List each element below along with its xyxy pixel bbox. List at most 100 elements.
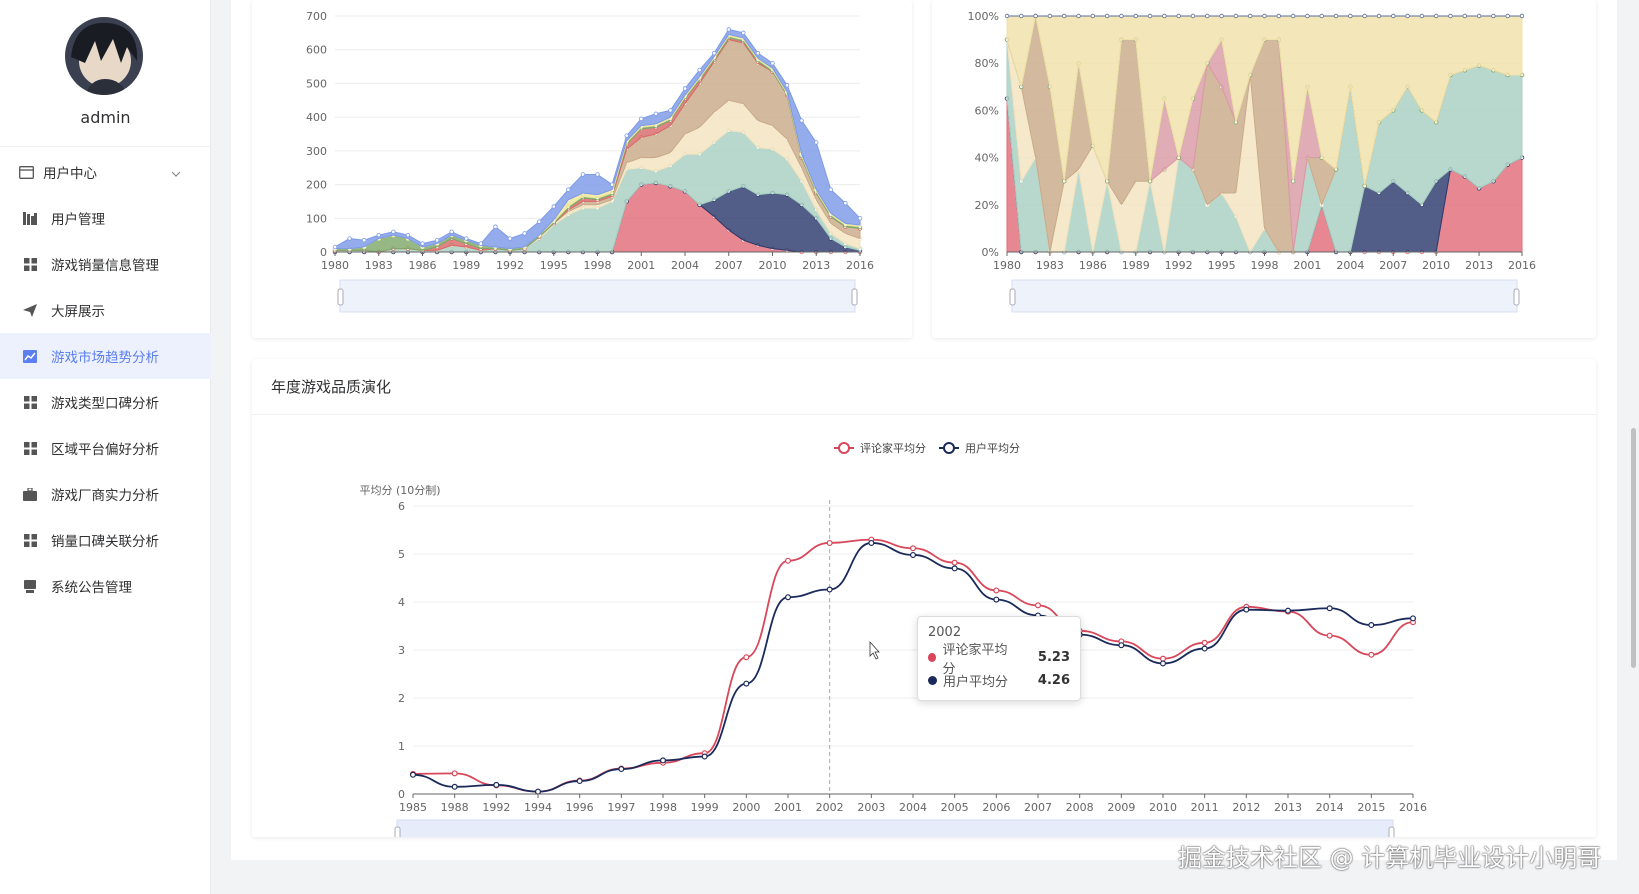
menu-big-screen[interactable]: 大屏展示 [0,287,211,333]
data-point [1047,13,1053,19]
data-point [434,237,440,243]
menu-genre-reputation[interactable]: 游戏类型口碑分析 [0,379,211,425]
x-tick-label: 2003 [857,801,885,814]
data-point [697,67,702,73]
data-point [449,229,454,234]
data-point [1247,13,1253,19]
menu-user-management[interactable]: 用户管理 [0,195,211,241]
menu-region-platform[interactable]: 区域平台偏好分析 [0,425,211,471]
menu-label: 区域平台偏好分析 [51,442,159,458]
data-point [566,187,571,192]
menu-sales-reputation[interactable]: 销量口碑关联分析 [0,517,211,563]
mouse-cursor-icon [869,640,880,660]
data-point [1233,13,1239,19]
x-tick-label: 2005 [941,801,969,814]
tooltip-value: 5.23 [1037,650,1070,665]
data-point [464,236,469,241]
y-tick-label: 80% [975,57,999,70]
x-tick-label: 1980 [993,259,1021,272]
x-tick-label: 1995 [1208,259,1236,272]
tooltip-series-name: 用户平均分 [943,675,1009,690]
sidebar-divider [0,146,211,147]
zoom-handle-left [337,288,344,306]
data-point [826,586,833,593]
data-point [1491,13,1496,19]
x-tick-label: 1986 [409,259,437,272]
x-tick-label: 2010 [1422,259,1450,272]
data-point [1076,13,1081,19]
data-point [1305,13,1310,19]
menu-publisher-strength[interactable]: 游戏厂商实力分析 [0,471,211,517]
grid-icon [22,394,38,410]
menu-sales-info[interactable]: 游戏销量信息管理 [0,241,211,287]
x-tick-label: 2006 [982,801,1010,814]
data-point [1262,13,1267,19]
x-tick-label: 1998 [584,259,612,272]
data-point [347,236,352,241]
data-point [1333,13,1339,19]
menu-label: 用户管理 [51,212,105,228]
data-point [784,82,790,88]
series-line [412,538,1414,793]
y-tick-label: 700 [306,10,327,23]
sales-area-chart[interactable]: 0 100 200 300 400 500 600 700 1980 1983 1986 1989 19… [252,0,912,338]
x-tick-label: 2013 [1465,259,1493,272]
data-point [726,27,731,32]
data-point [576,778,583,785]
data-point [1326,605,1333,612]
data-point [660,757,667,764]
page-scrollbar[interactable] [1631,428,1636,668]
card-title: 年度游戏品质演化 [252,359,1596,415]
data-point [376,232,381,238]
data-point [826,539,833,546]
data-point [624,133,629,138]
legend-marker [838,442,850,454]
data-point [743,654,750,661]
x-tick-label: 2007 [1024,801,1052,814]
x-tick-label: 1994 [524,801,552,814]
x-tick-label: 2007 [715,259,743,272]
data-point [595,172,600,177]
data-point [451,783,458,790]
data-point [1019,13,1024,19]
watermark: 掘金技术社区 @ 计算机毕业设计小明哥 [1178,844,1602,872]
data-point [1104,13,1110,19]
menu-announcements[interactable]: 系统公告管理 [0,563,211,609]
x-tick-label: 2011 [1191,801,1219,814]
x-tick-label: 1996 [566,801,594,814]
x-tick-label: 2002 [816,801,844,814]
data-point [741,30,746,36]
tooltip-value: 4.26 [1037,673,1070,688]
data-point [1368,651,1375,658]
data-point [784,557,791,564]
avatar[interactable] [65,17,143,95]
x-tick-label: 1992 [1165,259,1193,272]
y-tick-label: 2 [398,692,405,705]
data-point [1368,622,1375,629]
menu-market-trend[interactable]: 游戏市场趋势分析 [0,333,211,379]
data-point [1505,13,1510,19]
y-tick-label: 400 [306,111,327,124]
data-point [993,596,1000,603]
data-point [1118,642,1125,649]
chevron-down-icon[interactable] [171,165,181,181]
share-area-chart[interactable]: 0% 20% 40% 60% 80% 100% 1980 1983 1986 1989 1992 19… [932,0,1596,338]
x-tick-label: 2010 [1149,801,1177,814]
data-point [868,539,875,546]
data-point [618,766,625,773]
legend-marker [943,442,955,454]
data-point [1419,13,1425,19]
legend-dot [928,676,937,685]
send-icon [22,302,38,318]
x-tick-label: 2016 [846,259,874,272]
legend-dot [928,653,937,662]
data-point [1205,13,1210,19]
menu-user-center[interactable]: 用户中心 [0,149,211,195]
menu-label: 大屏展示 [51,304,105,320]
y-tick-label: 100 [306,212,327,225]
data-point [814,140,819,145]
y-tick-label: 0 [398,788,405,801]
data-point [653,111,659,116]
y-tick-label: 4 [398,596,405,609]
